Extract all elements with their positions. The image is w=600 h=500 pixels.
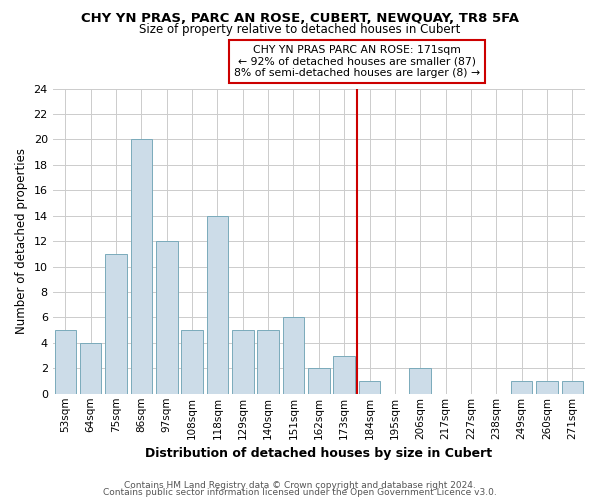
Text: Contains HM Land Registry data © Crown copyright and database right 2024.: Contains HM Land Registry data © Crown c… — [124, 480, 476, 490]
Bar — [409, 368, 431, 394]
Bar — [257, 330, 279, 394]
Bar — [511, 381, 532, 394]
Bar — [562, 381, 583, 394]
Bar — [334, 356, 355, 394]
Bar — [206, 216, 228, 394]
Bar — [105, 254, 127, 394]
Text: CHY YN PRAS, PARC AN ROSE, CUBERT, NEWQUAY, TR8 5FA: CHY YN PRAS, PARC AN ROSE, CUBERT, NEWQU… — [81, 12, 519, 26]
Text: Contains public sector information licensed under the Open Government Licence v3: Contains public sector information licen… — [103, 488, 497, 497]
Bar — [181, 330, 203, 394]
Bar — [55, 330, 76, 394]
Bar — [156, 241, 178, 394]
Bar — [283, 318, 304, 394]
Text: Size of property relative to detached houses in Cubert: Size of property relative to detached ho… — [139, 22, 461, 36]
Bar — [131, 140, 152, 394]
Text: CHY YN PRAS PARC AN ROSE: 171sqm
← 92% of detached houses are smaller (87)
8% of: CHY YN PRAS PARC AN ROSE: 171sqm ← 92% o… — [234, 45, 480, 78]
Y-axis label: Number of detached properties: Number of detached properties — [15, 148, 28, 334]
Bar — [359, 381, 380, 394]
Bar — [536, 381, 558, 394]
Bar — [232, 330, 254, 394]
X-axis label: Distribution of detached houses by size in Cubert: Distribution of detached houses by size … — [145, 447, 493, 460]
Bar — [80, 343, 101, 394]
Bar — [308, 368, 329, 394]
